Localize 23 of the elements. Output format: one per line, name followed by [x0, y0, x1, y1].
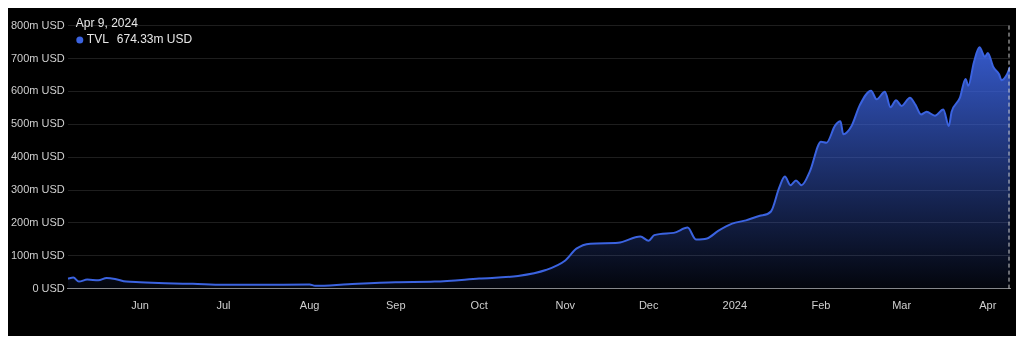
x-tick-label: Nov: [555, 299, 576, 312]
x-tick-label: Sep: [385, 299, 406, 312]
x-tick-label: Feb: [811, 299, 831, 312]
x-tick-label: Apr: [979, 299, 997, 312]
y-tick-label: 500m USD: [11, 117, 65, 130]
y-tick-label: 300m USD: [11, 183, 65, 196]
x-tick-label: Aug: [299, 299, 320, 312]
x-tick-label: Jul: [216, 299, 231, 312]
annotation: Apr 9, 2024: [75, 16, 139, 31]
y-tick-label: 200m USD: [11, 216, 65, 229]
x-tick-label: Dec: [638, 299, 659, 312]
annotation: 674.33m USD: [116, 32, 193, 47]
y-tick-label: 0 USD: [32, 281, 65, 294]
legend-label: TVL: [86, 32, 110, 47]
y-tick-label: 700m USD: [11, 51, 65, 64]
y-tick-label: 800m USD: [11, 18, 65, 31]
y-tick-label: 100m USD: [11, 248, 65, 261]
x-tick-label: Mar: [892, 299, 912, 312]
y-tick-label: 400m USD: [11, 150, 65, 163]
x-tick-label: Oct: [470, 299, 488, 312]
x-tick-label: Jun: [131, 299, 149, 312]
x-tick-label: 2024: [722, 299, 748, 312]
y-tick-label: 600m USD: [11, 84, 65, 97]
